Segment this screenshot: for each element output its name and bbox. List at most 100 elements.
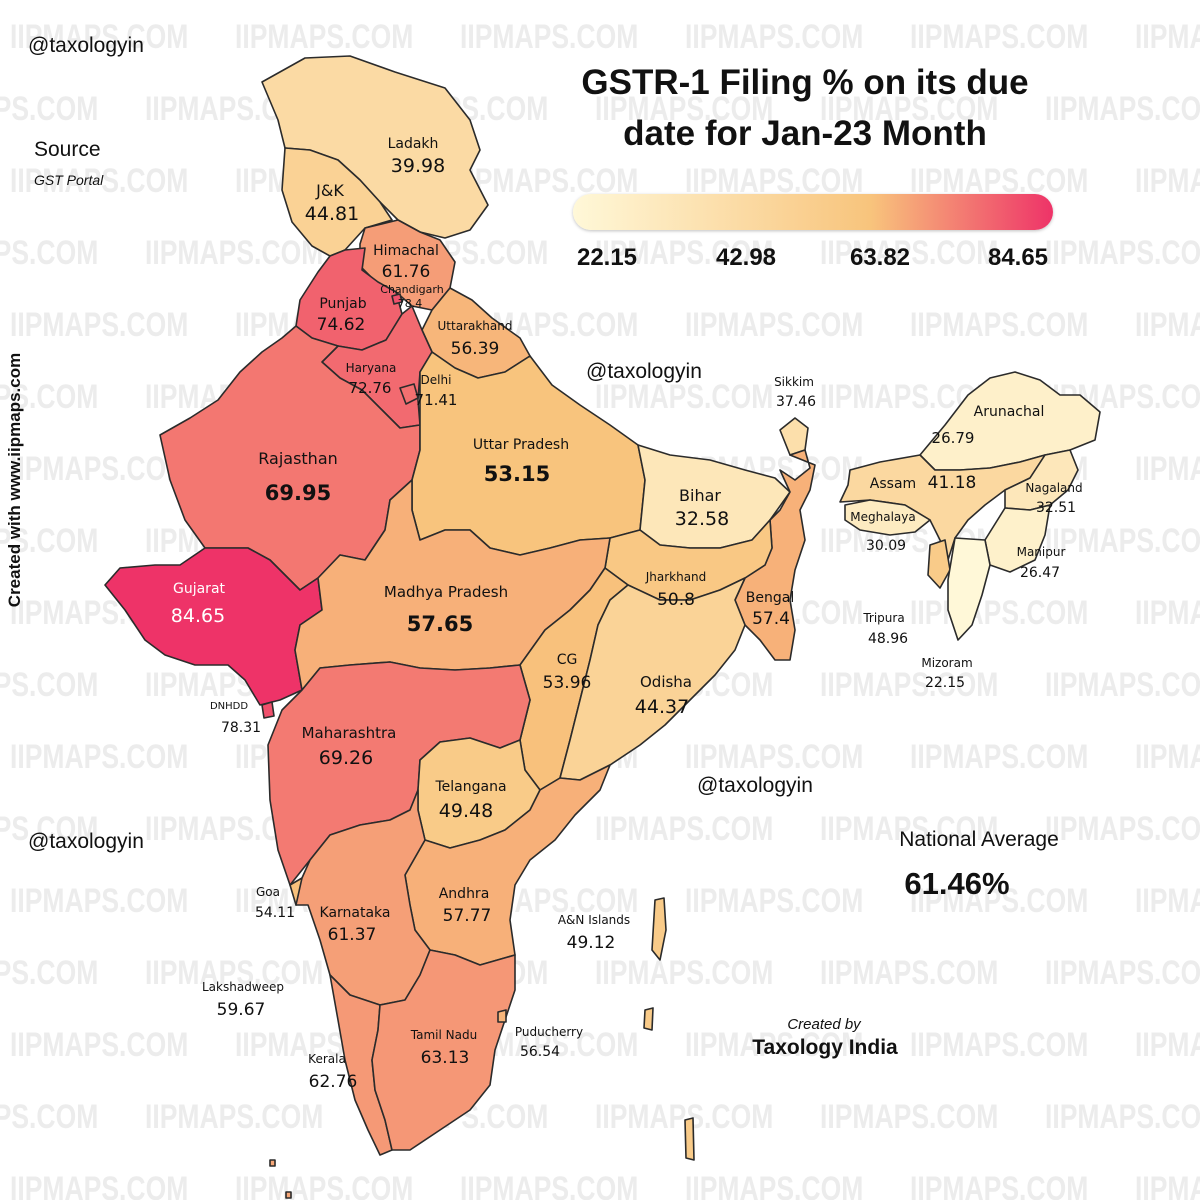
region-karnataka: [295, 789, 431, 1006]
region-delhi: [399, 383, 419, 405]
label-madhya-pradesh-name: Madhya Pradesh: [383, 583, 509, 601]
label-cg-value: 53.96: [542, 673, 592, 693]
label-puducherry-value: 56.54: [519, 1044, 561, 1060]
handle-middle: @taxologyin: [586, 360, 702, 383]
label-mizoram-name: Mizoram: [921, 656, 973, 670]
region-mizoram: [947, 537, 991, 641]
label-karnataka-value: 61.37: [327, 925, 377, 945]
label-rajasthan-value: 69.95: [264, 481, 332, 505]
region-sikkim: [779, 417, 809, 456]
region-tamil-nadu: [371, 949, 516, 1151]
map-title-line-2: date for Jan-23 Month: [623, 113, 987, 153]
label-an-islands-value: 49.12: [566, 933, 616, 953]
label-madhya-pradesh-value: 57.65: [406, 612, 474, 636]
legend-tick-4: 84.65: [987, 244, 1049, 271]
label-jk-value: 44.81: [304, 203, 360, 225]
label-uttarakhand-name: Uttarakhand: [437, 319, 513, 333]
label-cg-name: CG: [556, 652, 578, 668]
source-label: Source: [34, 138, 101, 161]
label-haryana-value: 72.76: [348, 379, 392, 397]
handle-top-left: @taxologyin: [28, 34, 144, 57]
region-chandigarh: [391, 293, 403, 305]
legend-tick-2: 42.98: [715, 244, 777, 271]
region-meghalaya: [844, 499, 931, 536]
label-chandigarh-value: 78.4: [397, 297, 423, 310]
label-goa-value: 54.11: [254, 905, 296, 921]
label-andhra-name: Andhra: [438, 886, 490, 902]
label-mizoram-value: 22.15: [924, 675, 966, 691]
label-bengal-name: Bengal: [745, 590, 795, 606]
national-average-label: National Average: [899, 828, 1059, 851]
handle-lower-left: @taxologyin: [28, 830, 144, 853]
label-meghalaya-name: Meghalaya: [850, 510, 916, 524]
label-manipur-name: Manipur: [1016, 545, 1066, 559]
label-nagaland-value: 32.51: [1035, 500, 1077, 516]
label-tripura-value: 48.96: [867, 631, 909, 647]
map-title: GSTR-1 Filing % on its due date for Jan-…: [581, 58, 1028, 160]
label-uttarakhand-value: 56.39: [450, 339, 500, 359]
label-arunachal-value: 26.79: [931, 429, 975, 447]
label-uttar-pradesh-name: Uttar Pradesh: [472, 437, 570, 453]
label-jharkhand-value: 50.8: [657, 590, 695, 610]
region-an-islands-3: [684, 1117, 695, 1161]
side-credit: Created with www.iipmaps.com: [5, 352, 24, 608]
region-lakshadweep-2: [285, 1191, 292, 1199]
label-sikkim-name: Sikkim: [774, 375, 814, 389]
map-title-line-1: GSTR-1 Filing % on its due: [581, 63, 1029, 102]
region-lakshadweep-1: [269, 1159, 276, 1167]
label-telangana-name: Telangana: [435, 779, 507, 795]
region-an-islands-1: [651, 897, 667, 961]
label-chandigarh-name: Chandigarh: [380, 283, 444, 296]
label-manipur-value: 26.47: [1019, 565, 1061, 581]
label-odisha-name: Odisha: [639, 673, 693, 691]
region-gujarat: [104, 547, 323, 706]
label-goa-name: Goa: [256, 885, 280, 899]
label-bengal-value: 57.4: [752, 609, 790, 629]
label-delhi-value: 71.41: [414, 391, 458, 409]
label-jharkhand-name: Jharkhand: [645, 570, 707, 584]
label-andhra-value: 57.77: [442, 906, 492, 926]
label-ladakh-name: Ladakh: [387, 136, 439, 152]
region-tripura: [927, 539, 951, 589]
label-telangana-value: 49.48: [438, 800, 494, 822]
label-delhi-name: Delhi: [420, 373, 452, 387]
created-by-label: Created by: [787, 1016, 861, 1033]
region-an-islands-2: [643, 1007, 654, 1031]
label-punjab-value: 74.62: [316, 315, 366, 335]
label-puducherry-name: Puducherry: [514, 1025, 584, 1039]
region-odisha: [559, 577, 746, 781]
label-karnataka-name: Karnataka: [319, 905, 391, 921]
label-tamil-nadu-name: Tamil Nadu: [410, 1028, 478, 1042]
source-value: GST Portal: [34, 172, 104, 188]
legend-tick-3: 63.82: [849, 244, 911, 271]
label-arunachal-name: Arunachal: [973, 404, 1045, 420]
label-tamil-nadu-value: 63.13: [420, 1048, 470, 1068]
label-meghalaya-value: 30.09: [865, 538, 907, 554]
national-average-value: 61.46%: [904, 866, 1010, 901]
label-gujarat-value: 84.65: [170, 605, 226, 627]
label-rajasthan-name: Rajasthan: [258, 449, 338, 468]
label-tripura-name: Tripura: [863, 611, 905, 625]
label-haryana-name: Haryana: [345, 361, 397, 375]
region-dnhdd: [261, 701, 275, 719]
label-assam-name: Assam: [869, 476, 917, 492]
label-odisha-value: 44.37: [634, 696, 690, 718]
label-himachal-name: Himachal: [373, 243, 439, 259]
label-lakshadweep-value: 59.67: [216, 1000, 266, 1020]
label-bihar-name: Bihar: [679, 486, 721, 505]
label-dnhdd-name: DNHDD: [209, 701, 249, 712]
legend-color-bar: [573, 194, 1053, 230]
region-arunachal: [919, 371, 1101, 471]
label-nagaland-name: Nagaland: [1025, 481, 1083, 495]
label-sikkim-value: 37.46: [775, 394, 817, 410]
label-kerala-value: 62.76: [308, 1072, 358, 1092]
label-bihar-value: 32.58: [674, 508, 730, 530]
label-dnhdd-value: 78.31: [220, 720, 262, 736]
label-an-islands-name: A&N Islands: [557, 913, 631, 927]
label-assam-value: 41.18: [927, 473, 977, 493]
handle-lower-right: @taxologyin: [697, 774, 813, 797]
label-jk-name: J&K: [316, 181, 344, 200]
region-puducherry: [497, 1009, 507, 1023]
